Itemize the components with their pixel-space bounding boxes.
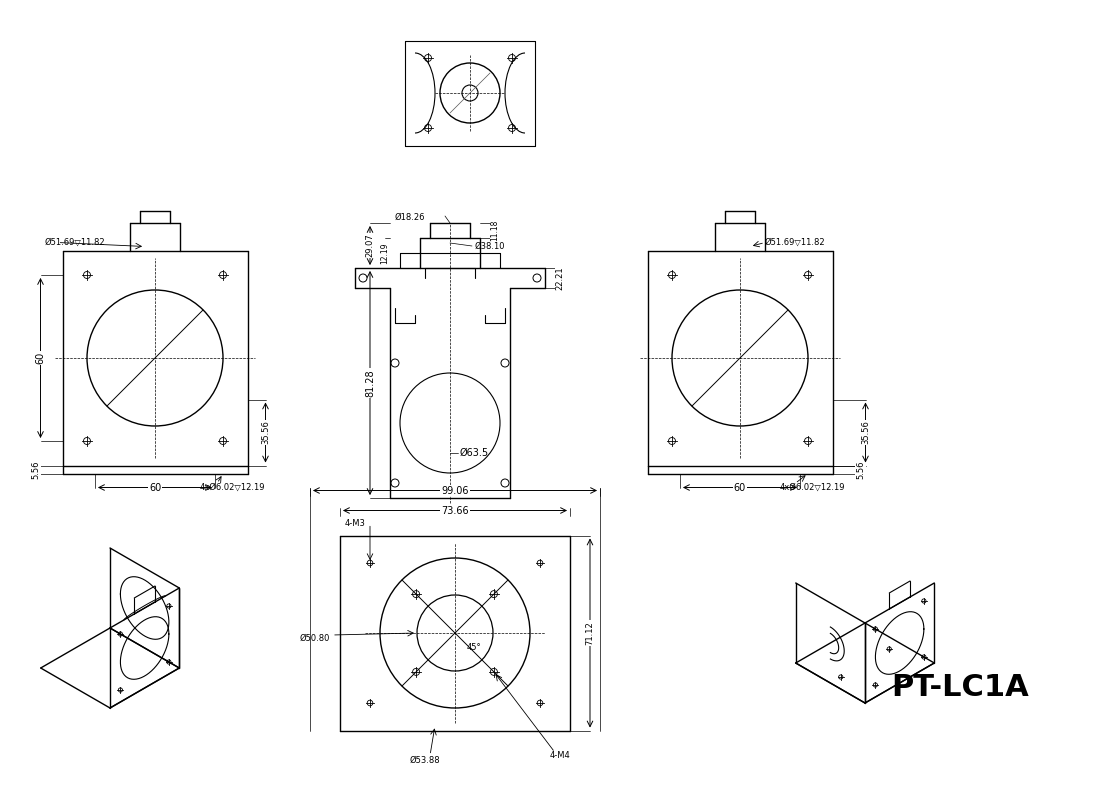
Text: 4xØ6.02▽12.19: 4xØ6.02▽12.19 (780, 483, 846, 492)
Text: 11.18: 11.18 (490, 220, 499, 241)
Text: Ø53.88: Ø53.88 (410, 756, 440, 765)
Text: 5.56: 5.56 (856, 460, 865, 479)
Text: Ø63.5: Ø63.5 (460, 448, 489, 458)
Text: 4xØ6.02▽12.19: 4xØ6.02▽12.19 (200, 483, 266, 492)
Text: Ø51.69▽11.82: Ø51.69▽11.82 (765, 238, 825, 247)
Text: 4-M3: 4-M3 (345, 519, 366, 528)
Text: 45°: 45° (467, 644, 481, 652)
Text: 5.56: 5.56 (31, 460, 40, 479)
Text: 73.66: 73.66 (441, 505, 469, 515)
Text: 12.19: 12.19 (381, 242, 390, 264)
Text: PT-LC1A: PT-LC1A (891, 674, 1029, 702)
Text: 60: 60 (36, 352, 46, 364)
Text: 29.07: 29.07 (365, 233, 374, 258)
Text: 60: 60 (149, 482, 161, 492)
Text: 60: 60 (734, 482, 746, 492)
Text: Ø50.80: Ø50.80 (299, 634, 330, 642)
Text: 35.56: 35.56 (861, 421, 870, 444)
Text: Ø38.10: Ø38.10 (475, 241, 506, 251)
Text: 71.12: 71.12 (585, 621, 594, 645)
Text: 4-M4: 4-M4 (550, 751, 571, 760)
Text: 99.06: 99.06 (441, 485, 469, 496)
Text: Ø18.26: Ø18.26 (394, 213, 426, 222)
Text: 81.28: 81.28 (365, 370, 375, 397)
Text: 22.21: 22.21 (555, 266, 564, 290)
Text: 35.56: 35.56 (261, 421, 270, 444)
Text: Ø51.69▽11.82: Ø51.69▽11.82 (45, 238, 105, 247)
